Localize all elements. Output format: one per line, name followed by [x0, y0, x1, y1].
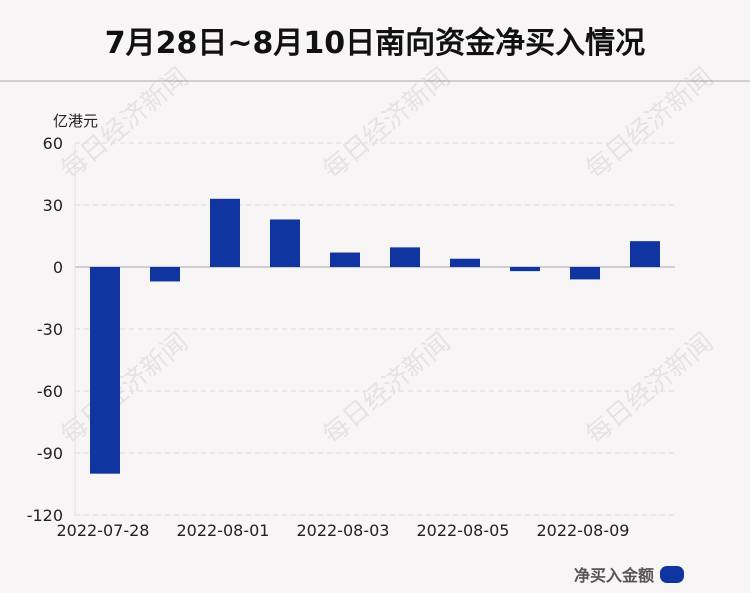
y-tick-label: 30 — [43, 196, 63, 215]
y-tick-label: -90 — [37, 444, 63, 463]
bar — [90, 267, 120, 474]
y-axis-unit: 亿港元 — [53, 112, 98, 130]
y-tick-label: -60 — [37, 382, 63, 401]
legend-swatch — [660, 565, 684, 583]
x-tick-label: 2022-08-05 — [417, 521, 510, 540]
bar — [570, 267, 600, 280]
watermark-text: 每日经济新闻 — [55, 327, 194, 450]
watermark-text: 每日经济新闻 — [317, 62, 456, 185]
y-tick-label: -30 — [37, 320, 63, 339]
x-tick-label: 2022-08-01 — [177, 521, 270, 540]
bar — [270, 219, 300, 267]
legend: 净买入金额 — [574, 562, 684, 586]
bar — [330, 252, 360, 267]
watermark-text: 每日经济新闻 — [580, 62, 719, 185]
y-tick-label: 60 — [43, 134, 63, 153]
bar — [390, 247, 420, 267]
y-tick-label: -120 — [27, 506, 63, 525]
bar — [630, 241, 660, 267]
bar — [150, 267, 180, 282]
x-tick-label: 2022-08-09 — [537, 521, 630, 540]
x-tick-label: 2022-08-03 — [297, 521, 390, 540]
bar — [450, 258, 480, 267]
x-tick-label: 2022-07-28 — [57, 521, 150, 540]
chart-title: 7月28日~8月10日南向资金净买入情况 — [104, 26, 646, 61]
bar — [210, 198, 240, 267]
watermark-text: 每日经济新闻 — [580, 327, 719, 450]
bar — [510, 267, 540, 272]
y-tick-label: 0 — [53, 258, 63, 277]
legend-label: 净买入金额 — [573, 566, 654, 585]
title-divider — [0, 80, 750, 82]
watermark-text: 每日经济新闻 — [317, 327, 456, 450]
